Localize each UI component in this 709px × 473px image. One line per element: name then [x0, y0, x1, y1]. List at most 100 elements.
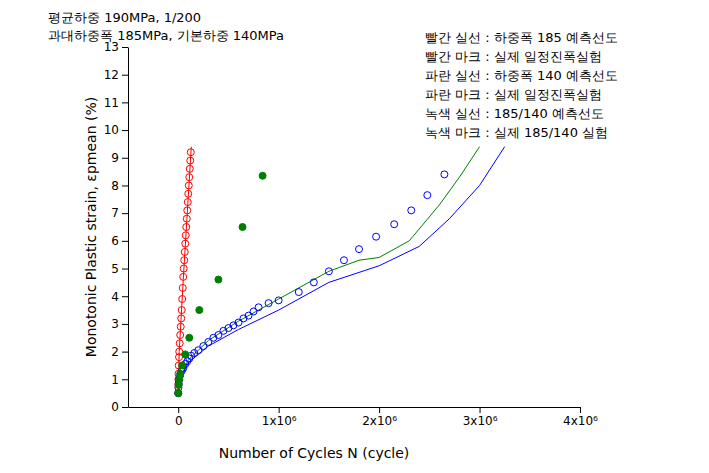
tick: 1x10⁶ [262, 407, 297, 428]
marker [187, 149, 194, 156]
tick-mark [122, 185, 128, 186]
tick: 3 [111, 317, 128, 331]
plot-area [175, 147, 505, 397]
marker [295, 289, 302, 296]
tick-mark [122, 296, 128, 297]
tick-label: 9 [111, 151, 119, 165]
tick-label: 4x10⁶ [563, 414, 598, 428]
marker [373, 233, 380, 240]
tick: 0 [111, 400, 128, 414]
marker [177, 332, 184, 339]
marker [185, 190, 192, 197]
marker [182, 351, 189, 358]
tick-mark [122, 324, 128, 325]
tick-label: 6 [111, 234, 119, 248]
tick: 4 [111, 290, 128, 304]
marker [182, 232, 189, 239]
tick-label: 0 [111, 400, 119, 414]
marker [259, 172, 266, 179]
legend-label: 빨간 실선 : 하중폭 185 예측선도 [425, 30, 618, 45]
y-axis-title: Monotonic Plastic strain, εpmean (%) [83, 97, 99, 357]
marker [178, 307, 185, 314]
tick-mark [379, 407, 380, 413]
tick-mark [580, 407, 581, 413]
tick-mark [122, 379, 128, 380]
tick-label: 10 [104, 123, 119, 137]
series-line [178, 147, 191, 393]
legend-label: 파란 마크 : 실제 일정진폭실험 [425, 87, 602, 102]
legend: 빨간 실선 : 하중폭 185 예측선도빨간 마크 : 실제 일정진폭실험파란 … [425, 30, 618, 140]
marker [179, 296, 186, 303]
tick: 2 [111, 345, 128, 359]
tick-mark [122, 269, 128, 270]
tick-label: 5 [111, 262, 119, 276]
marker [183, 224, 190, 231]
x-axis: 0 1x10⁶ 2x10⁶ 3x10⁶ 4x10⁶ [129, 407, 599, 428]
marker [275, 297, 282, 304]
tick-mark [279, 407, 280, 413]
marker [310, 279, 317, 286]
tick: 7 [111, 206, 128, 220]
tick-label: 7 [111, 206, 119, 220]
tick-label: 3x10⁶ [463, 414, 498, 428]
tick-mark [122, 75, 128, 76]
marker [178, 315, 185, 322]
marker [175, 390, 182, 397]
tick-mark [122, 130, 128, 131]
tick: 12 [104, 68, 128, 82]
legend-label: 빨간 마크 : 실제 일정진폭실험 [425, 49, 602, 64]
annotation: 평균하중 190MPa, 1/200 [48, 10, 201, 25]
marker [187, 157, 194, 164]
tick-label: 1 [111, 373, 119, 387]
tick-mark [480, 407, 481, 413]
marker [181, 248, 188, 255]
marker [391, 221, 398, 228]
tick-mark [122, 47, 128, 48]
tick-label: 12 [104, 68, 119, 82]
marker [184, 207, 191, 214]
legend-label: 녹색 실선 : 185/140 예측선도 [425, 106, 604, 121]
tick-label: 2x10⁶ [362, 414, 397, 428]
marker [356, 246, 363, 253]
marker [239, 224, 246, 231]
marker [177, 323, 184, 330]
tick-label: 8 [111, 179, 119, 193]
marker [182, 240, 189, 247]
tick: 0 [175, 407, 183, 428]
axis-line [129, 407, 581, 408]
x-axis-title: Number of Cycles N (cycle) [219, 445, 410, 461]
tick: 4x10⁶ [563, 407, 598, 428]
marker [183, 215, 190, 222]
tick: 3x10⁶ [463, 407, 498, 428]
marker [184, 199, 191, 206]
tick-mark [122, 158, 128, 159]
chart: 01x10⁶2x10⁶3x10⁶4x10⁶012345678910111213N… [0, 0, 709, 473]
marker [180, 265, 187, 272]
series-line [178, 147, 479, 393]
tick-mark [122, 352, 128, 353]
tick-label: 4 [111, 290, 119, 304]
marker [340, 257, 347, 264]
tick: 2x10⁶ [362, 407, 397, 428]
tick: 5 [111, 262, 128, 276]
marker [179, 362, 186, 369]
tick: 9 [111, 151, 128, 165]
marker [424, 192, 431, 199]
legend-label: 녹색 마크 : 실제 185/140 실험 [425, 125, 608, 140]
marker [180, 273, 187, 280]
marker [325, 268, 332, 275]
marker [265, 300, 272, 307]
marker [186, 165, 193, 172]
marker [181, 257, 188, 264]
tick-label: 11 [104, 96, 119, 110]
tick: 11 [104, 96, 128, 110]
marker [176, 340, 183, 347]
tick: 6 [111, 234, 128, 248]
tick-label: 3 [111, 317, 119, 331]
legend-label: 파란 실선 : 하중폭 140 예측선도 [425, 68, 618, 83]
marker [215, 276, 222, 283]
series-line [178, 147, 504, 393]
axis-line [128, 48, 129, 408]
marker [175, 390, 182, 397]
marker [186, 334, 193, 341]
